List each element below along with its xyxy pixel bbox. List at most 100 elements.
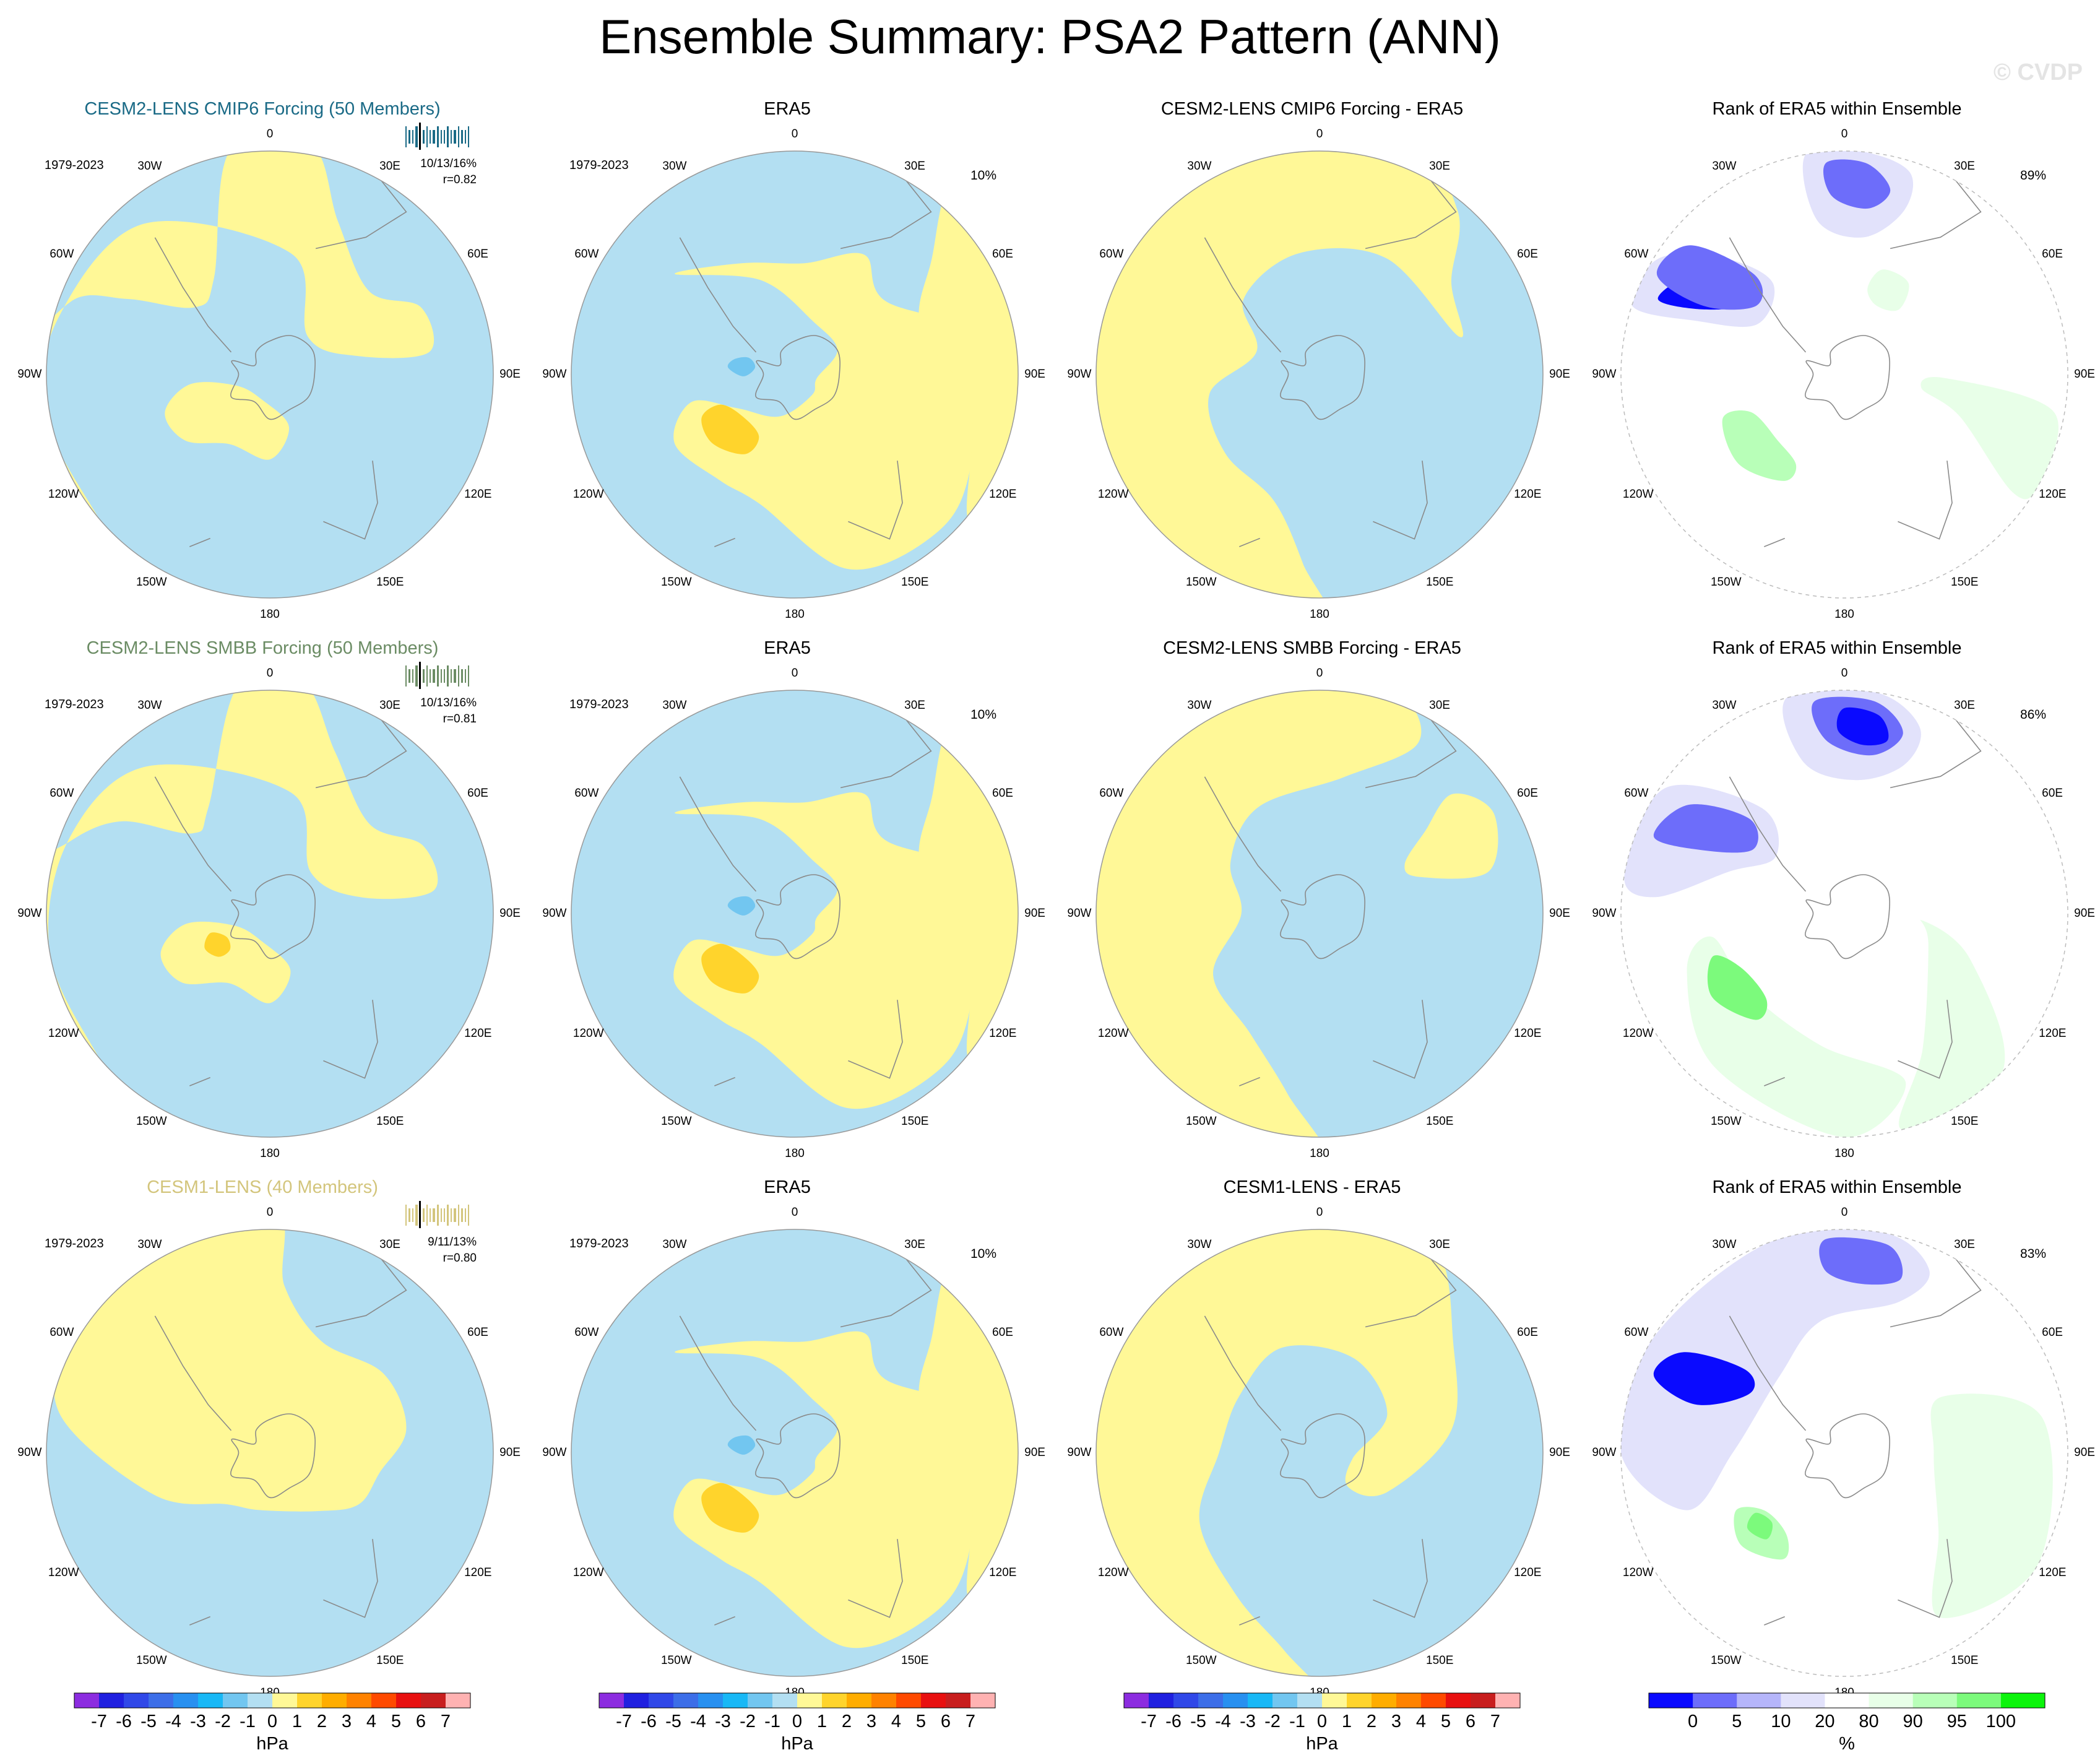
colorbar-tick-label: 95 — [1947, 1712, 1967, 1731]
map-boundary — [46, 1229, 494, 1677]
lon-label-0: 0 — [791, 666, 798, 680]
rank-region — [1836, 707, 1889, 746]
member-tick — [412, 669, 413, 683]
colorbar-tick-label: 1 — [816, 1712, 827, 1731]
lon-label-90w: 90W — [1592, 368, 1617, 381]
member-tick — [465, 669, 466, 683]
panel-title: Rank of ERA5 within Ensemble — [1712, 1177, 1962, 1197]
member-tick — [447, 126, 449, 147]
colorbar-swatch — [74, 1693, 100, 1708]
lon-label-150w: 150W — [136, 1115, 167, 1128]
member-tick — [447, 665, 449, 687]
lon-label-150e: 150E — [1426, 1654, 1454, 1668]
member-tick — [430, 1208, 431, 1222]
colorbar-tick-label: -2 — [215, 1712, 231, 1731]
member-tick — [451, 1208, 452, 1222]
coastline-fragment — [1898, 1000, 1953, 1079]
member-tick — [426, 665, 428, 687]
antarctica-coastline — [755, 874, 840, 959]
colorbar-unit: hPa — [256, 1734, 288, 1754]
lon-label-90w: 90W — [17, 368, 42, 381]
colorbar-swatch — [322, 1693, 347, 1708]
member-tick — [444, 1208, 445, 1222]
lon-label-120e: 120E — [1514, 1566, 1542, 1580]
coastline-fragment — [1373, 461, 1428, 540]
lon-label-60e: 60E — [992, 786, 1013, 800]
member-tick — [408, 1208, 410, 1222]
map-boundary — [1095, 690, 1544, 1138]
lon-label-150w: 150W — [1710, 1654, 1742, 1668]
member-tick — [412, 1208, 413, 1222]
antarctica-coastline — [230, 335, 316, 420]
colorbar-tick-label: 10 — [1771, 1712, 1791, 1731]
member-tick — [408, 130, 410, 144]
member-tick — [441, 130, 442, 144]
coastline-fragment — [1764, 537, 1785, 547]
colorbar-tick-label: -5 — [665, 1712, 681, 1731]
colorbar-swatch — [1347, 1693, 1372, 1708]
contour-region — [1404, 793, 1498, 879]
colorbar-tick-label: 7 — [440, 1712, 451, 1731]
colorbar-swatch — [198, 1693, 223, 1708]
ensemble-stats: 10/13/16% r=0.82 — [384, 156, 477, 188]
contour-region — [1096, 690, 1422, 1137]
member-tick — [458, 1205, 459, 1226]
lon-label-150e: 150E — [1951, 576, 1979, 589]
coastline-fragment — [1204, 237, 1282, 353]
lon-label-0: 0 — [1841, 1205, 1848, 1219]
lon-label-30e: 30E — [1429, 1237, 1450, 1251]
lon-label-120e: 120E — [464, 1027, 492, 1041]
colorbar-tick-label: 2 — [841, 1712, 852, 1731]
colorbar-tick-label: -3 — [1240, 1712, 1256, 1731]
lon-label-60w: 60W — [574, 247, 599, 261]
coastline-fragment — [323, 461, 378, 540]
lon-label-180: 180 — [1310, 1147, 1329, 1161]
lon-label-30w: 30W — [137, 1237, 162, 1251]
lon-label-0: 0 — [791, 1205, 798, 1219]
member-tick — [405, 1205, 407, 1226]
colorbar-swatch — [99, 1693, 124, 1708]
panel-rank-row-1: Rank of ERA5 within Ensemble 89% 0 30E 60E 90… — [1575, 99, 2099, 644]
lon-label-30w: 30W — [137, 159, 162, 173]
lon-label-60e: 60E — [992, 1325, 1013, 1339]
lon-label-120w: 120W — [1622, 488, 1654, 501]
colorbar-tick-label: -6 — [116, 1712, 132, 1731]
lon-label-90e: 90E — [499, 368, 521, 381]
lon-label-0: 0 — [1316, 127, 1323, 141]
lon-label-60e: 60E — [992, 247, 1013, 261]
lon-label-120w: 120W — [1622, 1566, 1654, 1580]
lon-label-150e: 150E — [1426, 576, 1454, 589]
lon-label-120e: 120E — [2039, 1566, 2067, 1580]
lon-label-120e: 120E — [2039, 488, 2067, 501]
member-tick — [423, 669, 425, 683]
coastline-fragment — [1890, 1258, 1982, 1328]
colorbar-swatch — [124, 1693, 149, 1708]
coastline-fragment — [679, 1315, 757, 1431]
member-tick — [408, 669, 410, 683]
polar-map — [46, 662, 494, 1138]
colorbar-swatch — [748, 1693, 773, 1708]
pattern-correlation: r=0.80 — [443, 1252, 477, 1265]
colorbar-tick-label: 5 — [915, 1712, 927, 1731]
lon-label-90e: 90E — [499, 907, 521, 920]
lon-label-120w: 120W — [1097, 1566, 1129, 1580]
colorbar-tick-label: -6 — [1165, 1712, 1182, 1731]
lon-label-60e: 60E — [2042, 247, 2063, 261]
colorbar-tick-label: 6 — [1465, 1712, 1476, 1731]
colorbar-tick-label: -5 — [1190, 1712, 1206, 1731]
polar-map — [571, 150, 1019, 599]
lon-label-180: 180 — [1834, 1147, 1854, 1161]
lon-label-90w: 90W — [542, 368, 567, 381]
contour-region — [165, 382, 290, 460]
colorbar-swatch — [173, 1693, 199, 1708]
lon-label-150e: 150E — [901, 1654, 929, 1668]
coastline-fragment — [1729, 776, 1807, 892]
member-tick — [454, 1208, 456, 1222]
lon-label-60w: 60W — [1099, 1325, 1124, 1339]
lon-label-120e: 120E — [464, 1566, 492, 1580]
rank-region — [1722, 410, 1797, 481]
contour-region — [673, 792, 982, 1109]
map-boundary — [1095, 1229, 1544, 1677]
antarctica-coastline — [1805, 1413, 1890, 1499]
lon-label-30w: 30W — [662, 159, 687, 173]
